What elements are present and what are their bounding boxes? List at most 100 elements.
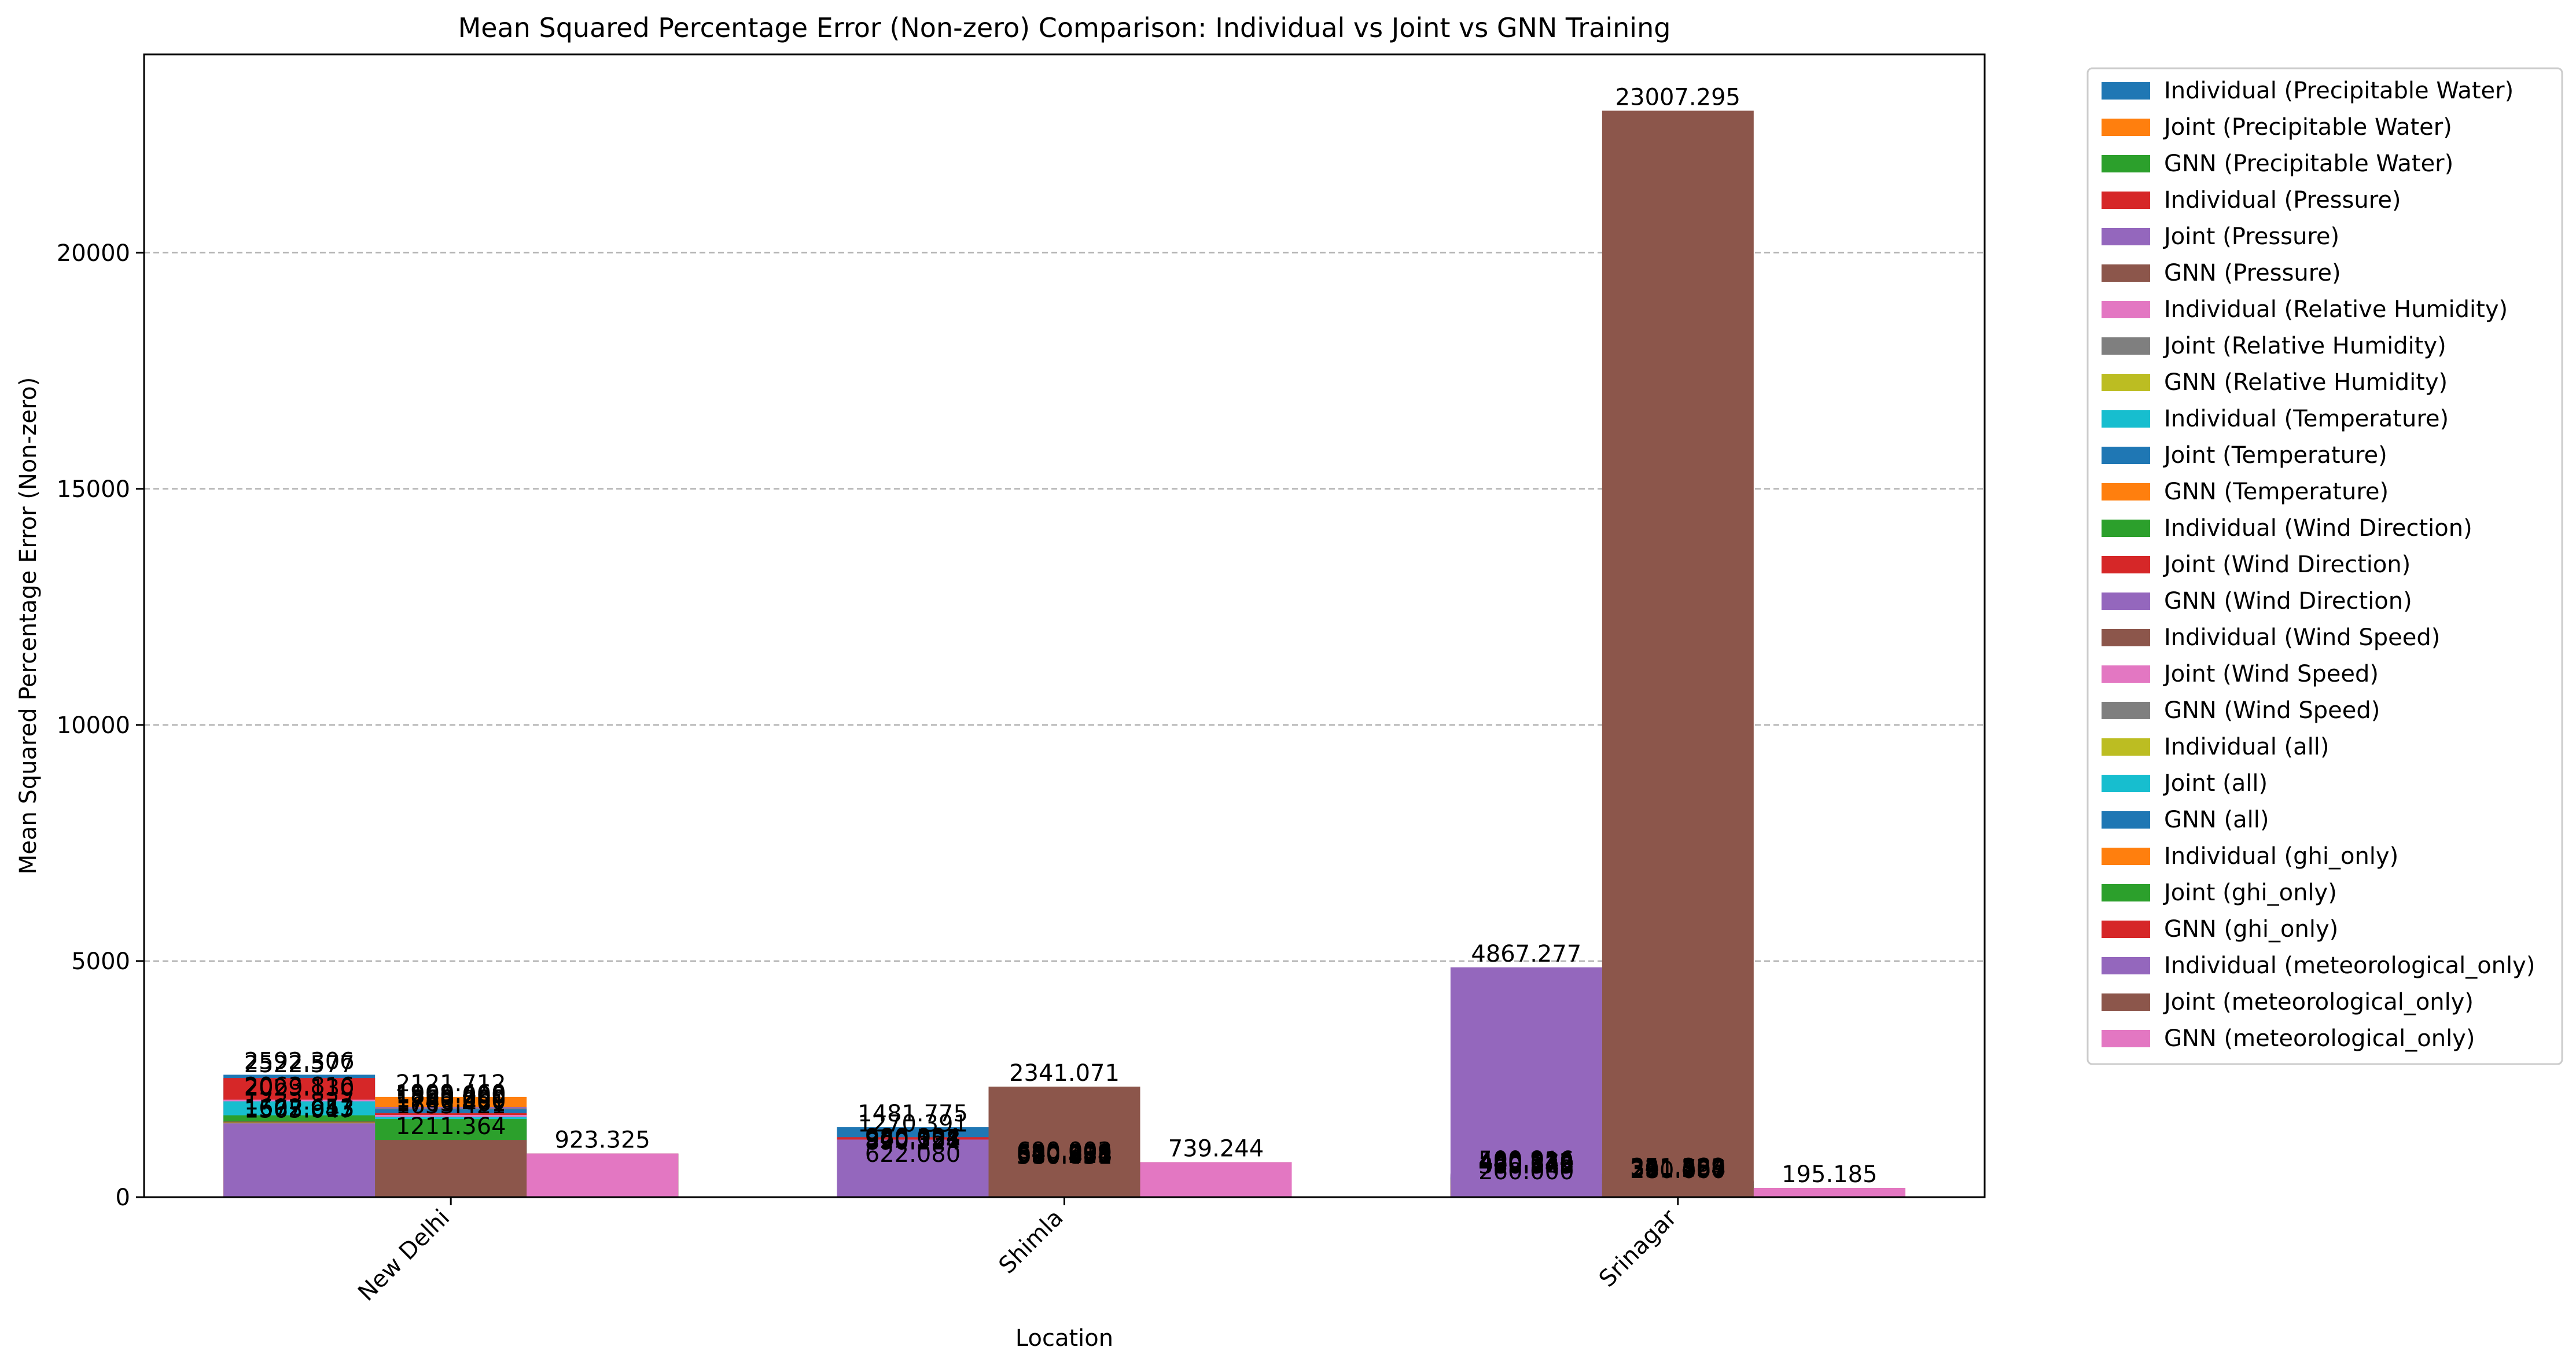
- gridlines: [144, 252, 1985, 962]
- bar: [527, 1153, 679, 1197]
- legend-label: Joint (all): [2162, 770, 2268, 797]
- legend-label: GNN (Wind Speed): [2164, 697, 2380, 724]
- data-label: 2592.306: [244, 1048, 355, 1074]
- data-label: 321.789: [1630, 1155, 1725, 1182]
- legend-swatch: [2102, 811, 2150, 829]
- legend-swatch: [2102, 483, 2150, 501]
- data-label: 4867.277: [1471, 941, 1581, 967]
- data-label: 1733.827: [244, 1088, 355, 1115]
- bar: [1753, 1188, 1905, 1197]
- data-label: 311.234: [1630, 1156, 1725, 1183]
- legend-swatch: [2102, 593, 2150, 610]
- bar: [375, 1140, 527, 1197]
- data-label: 2341.071: [1009, 1060, 1120, 1087]
- legend-label: Joint (Pressure): [2162, 223, 2339, 250]
- legend-swatch: [2102, 410, 2150, 428]
- data-label: 960.127: [865, 1125, 961, 1152]
- legend-swatch: [2102, 447, 2150, 464]
- data-label: 920.331: [865, 1127, 961, 1154]
- data-label: 739.244: [1168, 1136, 1264, 1162]
- data-label: 940.558: [865, 1126, 961, 1153]
- data-label: 351.389: [1630, 1154, 1725, 1180]
- data-label: 1860.000: [396, 1083, 506, 1109]
- data-label: 2121.712: [396, 1070, 506, 1097]
- legend-swatch: [2102, 520, 2150, 537]
- data-label: 400.123: [1478, 1151, 1574, 1178]
- legend-swatch: [2102, 775, 2150, 792]
- legend-label: GNN (Relative Humidity): [2164, 369, 2448, 396]
- legend-label: GNN (Wind Direction): [2164, 588, 2412, 614]
- y-tick-label: 20000: [57, 240, 130, 267]
- legend-label: Individual (ghi_only): [2164, 843, 2398, 870]
- legend-label: Individual (Temperature): [2164, 406, 2449, 432]
- legend-label: Individual (Pressure): [2164, 187, 2401, 214]
- y-tick-label: 10000: [57, 712, 130, 739]
- legend-label: Individual (Relative Humidity): [2164, 296, 2508, 323]
- data-label: 580.431: [1017, 1143, 1112, 1170]
- legend-swatch: [2102, 921, 2150, 938]
- data-label: 610.554: [1017, 1142, 1112, 1168]
- data-label: 291.890: [1630, 1157, 1725, 1183]
- legend-swatch: [2102, 155, 2150, 172]
- legend-label: Individual (Wind Direction): [2164, 515, 2472, 542]
- data-label: 1909.460: [396, 1080, 506, 1107]
- y-tick-label: 5000: [71, 948, 130, 975]
- data-label: 650.609: [1017, 1140, 1112, 1166]
- legend-label: Individual (meteorological_only): [2164, 952, 2535, 979]
- legend-swatch: [2102, 264, 2150, 282]
- data-label: 480.234: [1478, 1148, 1574, 1175]
- data-label: 1211.364: [396, 1113, 506, 1140]
- legend-swatch: [2102, 192, 2150, 209]
- legend-label: GNN (Precipitable Water): [2164, 150, 2453, 177]
- data-label: 923.325: [554, 1127, 650, 1154]
- bar: [1450, 967, 1602, 1197]
- y-axis-label: Mean Squared Percentage Error (Non-zero): [15, 377, 42, 875]
- legend-swatch: [2102, 993, 2150, 1011]
- data-label: 440.345: [1478, 1150, 1574, 1176]
- data-label: 2029.130: [244, 1074, 355, 1101]
- data-label: 1780.000: [396, 1087, 506, 1113]
- data-label: 690.003: [1017, 1138, 1112, 1165]
- data-label: 590.876: [1017, 1143, 1112, 1169]
- legend-swatch: [2102, 629, 2150, 646]
- data-label: 341.123: [1630, 1154, 1725, 1181]
- legend-label: GNN (meteorological_only): [2164, 1025, 2475, 1052]
- legend: Individual (Precipitable Water) Joint (Pr…: [2086, 67, 2563, 1065]
- legend-label: Individual (all): [2164, 734, 2329, 760]
- data-label: 980.004: [865, 1124, 961, 1151]
- legend-swatch: [2102, 1030, 2150, 1047]
- legend-label: GNN (all): [2164, 807, 2269, 833]
- data-label: 460.512: [1478, 1149, 1574, 1175]
- data-label: 1577.913: [244, 1096, 355, 1123]
- data-label: 622.080: [865, 1141, 961, 1168]
- y-tick-label: 15000: [57, 476, 130, 503]
- data-label: 600.213: [1017, 1142, 1112, 1169]
- legend-label: Joint (Temperature): [2162, 442, 2387, 469]
- legend-label: Individual (Precipitable Water): [2164, 78, 2514, 104]
- data-label: 1703.461: [396, 1090, 506, 1117]
- data-label: 1653.421: [396, 1092, 506, 1119]
- legend-label: Joint (Relative Humidity): [2162, 333, 2446, 359]
- data-label: 890.224: [865, 1128, 961, 1155]
- data-label: 280.000: [1630, 1157, 1725, 1184]
- chart-title: Mean Squared Percentage Error (Non-zero)…: [458, 12, 1671, 43]
- data-label: 420.678: [1478, 1151, 1574, 1177]
- bar: [1602, 111, 1754, 1198]
- legend-swatch: [2102, 228, 2150, 245]
- data-label: 301.567: [1630, 1156, 1725, 1183]
- legend-label: GNN (Pressure): [2164, 260, 2341, 286]
- legend-swatch: [2102, 82, 2150, 100]
- data-label: 260.000: [1478, 1158, 1574, 1185]
- legend-swatch: [2102, 665, 2150, 683]
- bar: [837, 1139, 989, 1197]
- data-label: 2063.816: [244, 1073, 355, 1100]
- data-label: 1270.391: [858, 1110, 968, 1137]
- legend-label: Joint (Wind Direction): [2162, 551, 2411, 578]
- legend-swatch: [2102, 301, 2150, 318]
- data-label: 1565.047: [244, 1096, 355, 1123]
- data-label: 380.345: [1478, 1153, 1574, 1179]
- legend-label: Individual (Wind Speed): [2164, 624, 2440, 651]
- data-label: 331.456: [1630, 1155, 1725, 1182]
- legend-label: Joint (ghi_only): [2162, 879, 2337, 906]
